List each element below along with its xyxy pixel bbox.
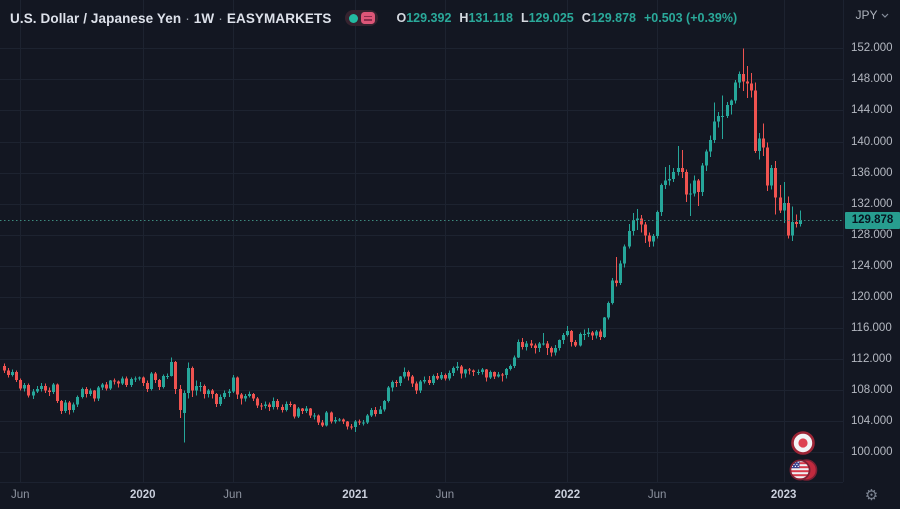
time-tick-label: 2020: [129, 489, 156, 501]
current-price-label: 129.878: [845, 211, 900, 229]
candlesticks: [3, 48, 802, 443]
currency-selector[interactable]: JPY: [844, 8, 900, 22]
price-tick-label: 128.000: [851, 228, 893, 241]
price-tick-label: 104.000: [851, 414, 893, 427]
visibility-dot-icon: [349, 13, 359, 23]
time-tick-label: Jun: [223, 489, 242, 501]
low-label: L: [520, 11, 529, 25]
price-tick-label: 124.000: [851, 259, 893, 272]
ohlc-readout: O 129.392 H 131.118 L 129.025 C 129.878 +0.5…: [396, 11, 737, 25]
price-tick-label: 116.000: [851, 321, 892, 334]
price-tick-label: 132.000: [851, 197, 893, 210]
open-value: 129.392: [406, 11, 452, 25]
time-tick-label: 2023: [770, 489, 797, 501]
symbol-title: U.S. Dollar / Japanese Yen · 1W · EASYMARKET…: [10, 11, 331, 26]
japan-flag-icon: [791, 431, 815, 455]
instrument-flags: [788, 431, 818, 483]
us-flag-icon: [789, 459, 818, 481]
time-tick-label: Jun: [11, 489, 30, 501]
series-visibility-toggle[interactable]: [345, 10, 379, 26]
change-value: +0.503 (+0.39%): [643, 11, 738, 25]
chart-legend: U.S. Dollar / Japanese Yen · 1W · EASYMARKET…: [10, 7, 737, 29]
separator-dot: ·: [185, 10, 190, 26]
time-tick-label: Jun: [435, 489, 455, 501]
close-value: 129.878: [590, 11, 636, 25]
price-tick-label: 148.000: [851, 73, 893, 86]
legend-menu-icon: [361, 12, 376, 24]
grid-lines: [0, 0, 843, 482]
separator-dot: ·: [218, 10, 223, 26]
price-tick-label: 112.000: [851, 352, 892, 365]
time-tick-label: 2022: [554, 489, 581, 501]
time-axis[interactable]: Jun 2020 Jun 2021 Jun 2022 Jun 2023: [0, 482, 843, 509]
high-value: 131.118: [468, 11, 513, 25]
currency-label: JPY: [855, 8, 878, 22]
price-tick-label: 140.000: [851, 135, 893, 148]
price-tick-label: 120.000: [851, 290, 893, 303]
close-label: C: [581, 11, 591, 25]
price-tick-label: 144.000: [851, 104, 893, 117]
exchange-label: EASYMARKETS: [226, 10, 332, 26]
price-tick-label: 152.000: [851, 42, 893, 55]
price-tick-label: 108.000: [851, 383, 893, 396]
time-tick-label: Jun: [647, 489, 667, 501]
symbol-name: U.S. Dollar / Japanese Yen: [10, 10, 182, 26]
chart-plot-area[interactable]: [0, 0, 843, 482]
open-label: O: [396, 11, 407, 25]
price-tick-label: 136.000: [851, 166, 893, 179]
interval-label: 1W: [193, 10, 215, 26]
price-tick-label: 100.000: [851, 446, 893, 458]
time-tick-label: 2021: [342, 489, 368, 501]
settings-gear-icon[interactable]: ⚙: [864, 487, 879, 504]
axis-corner: ⚙: [843, 482, 900, 509]
high-label: H: [459, 11, 469, 25]
price-axis[interactable]: JPY 129.878 100.000 104.000 108.000 112.000…: [843, 0, 900, 482]
chevron-down-icon: [881, 13, 888, 18]
low-value: 129.025: [528, 11, 574, 25]
